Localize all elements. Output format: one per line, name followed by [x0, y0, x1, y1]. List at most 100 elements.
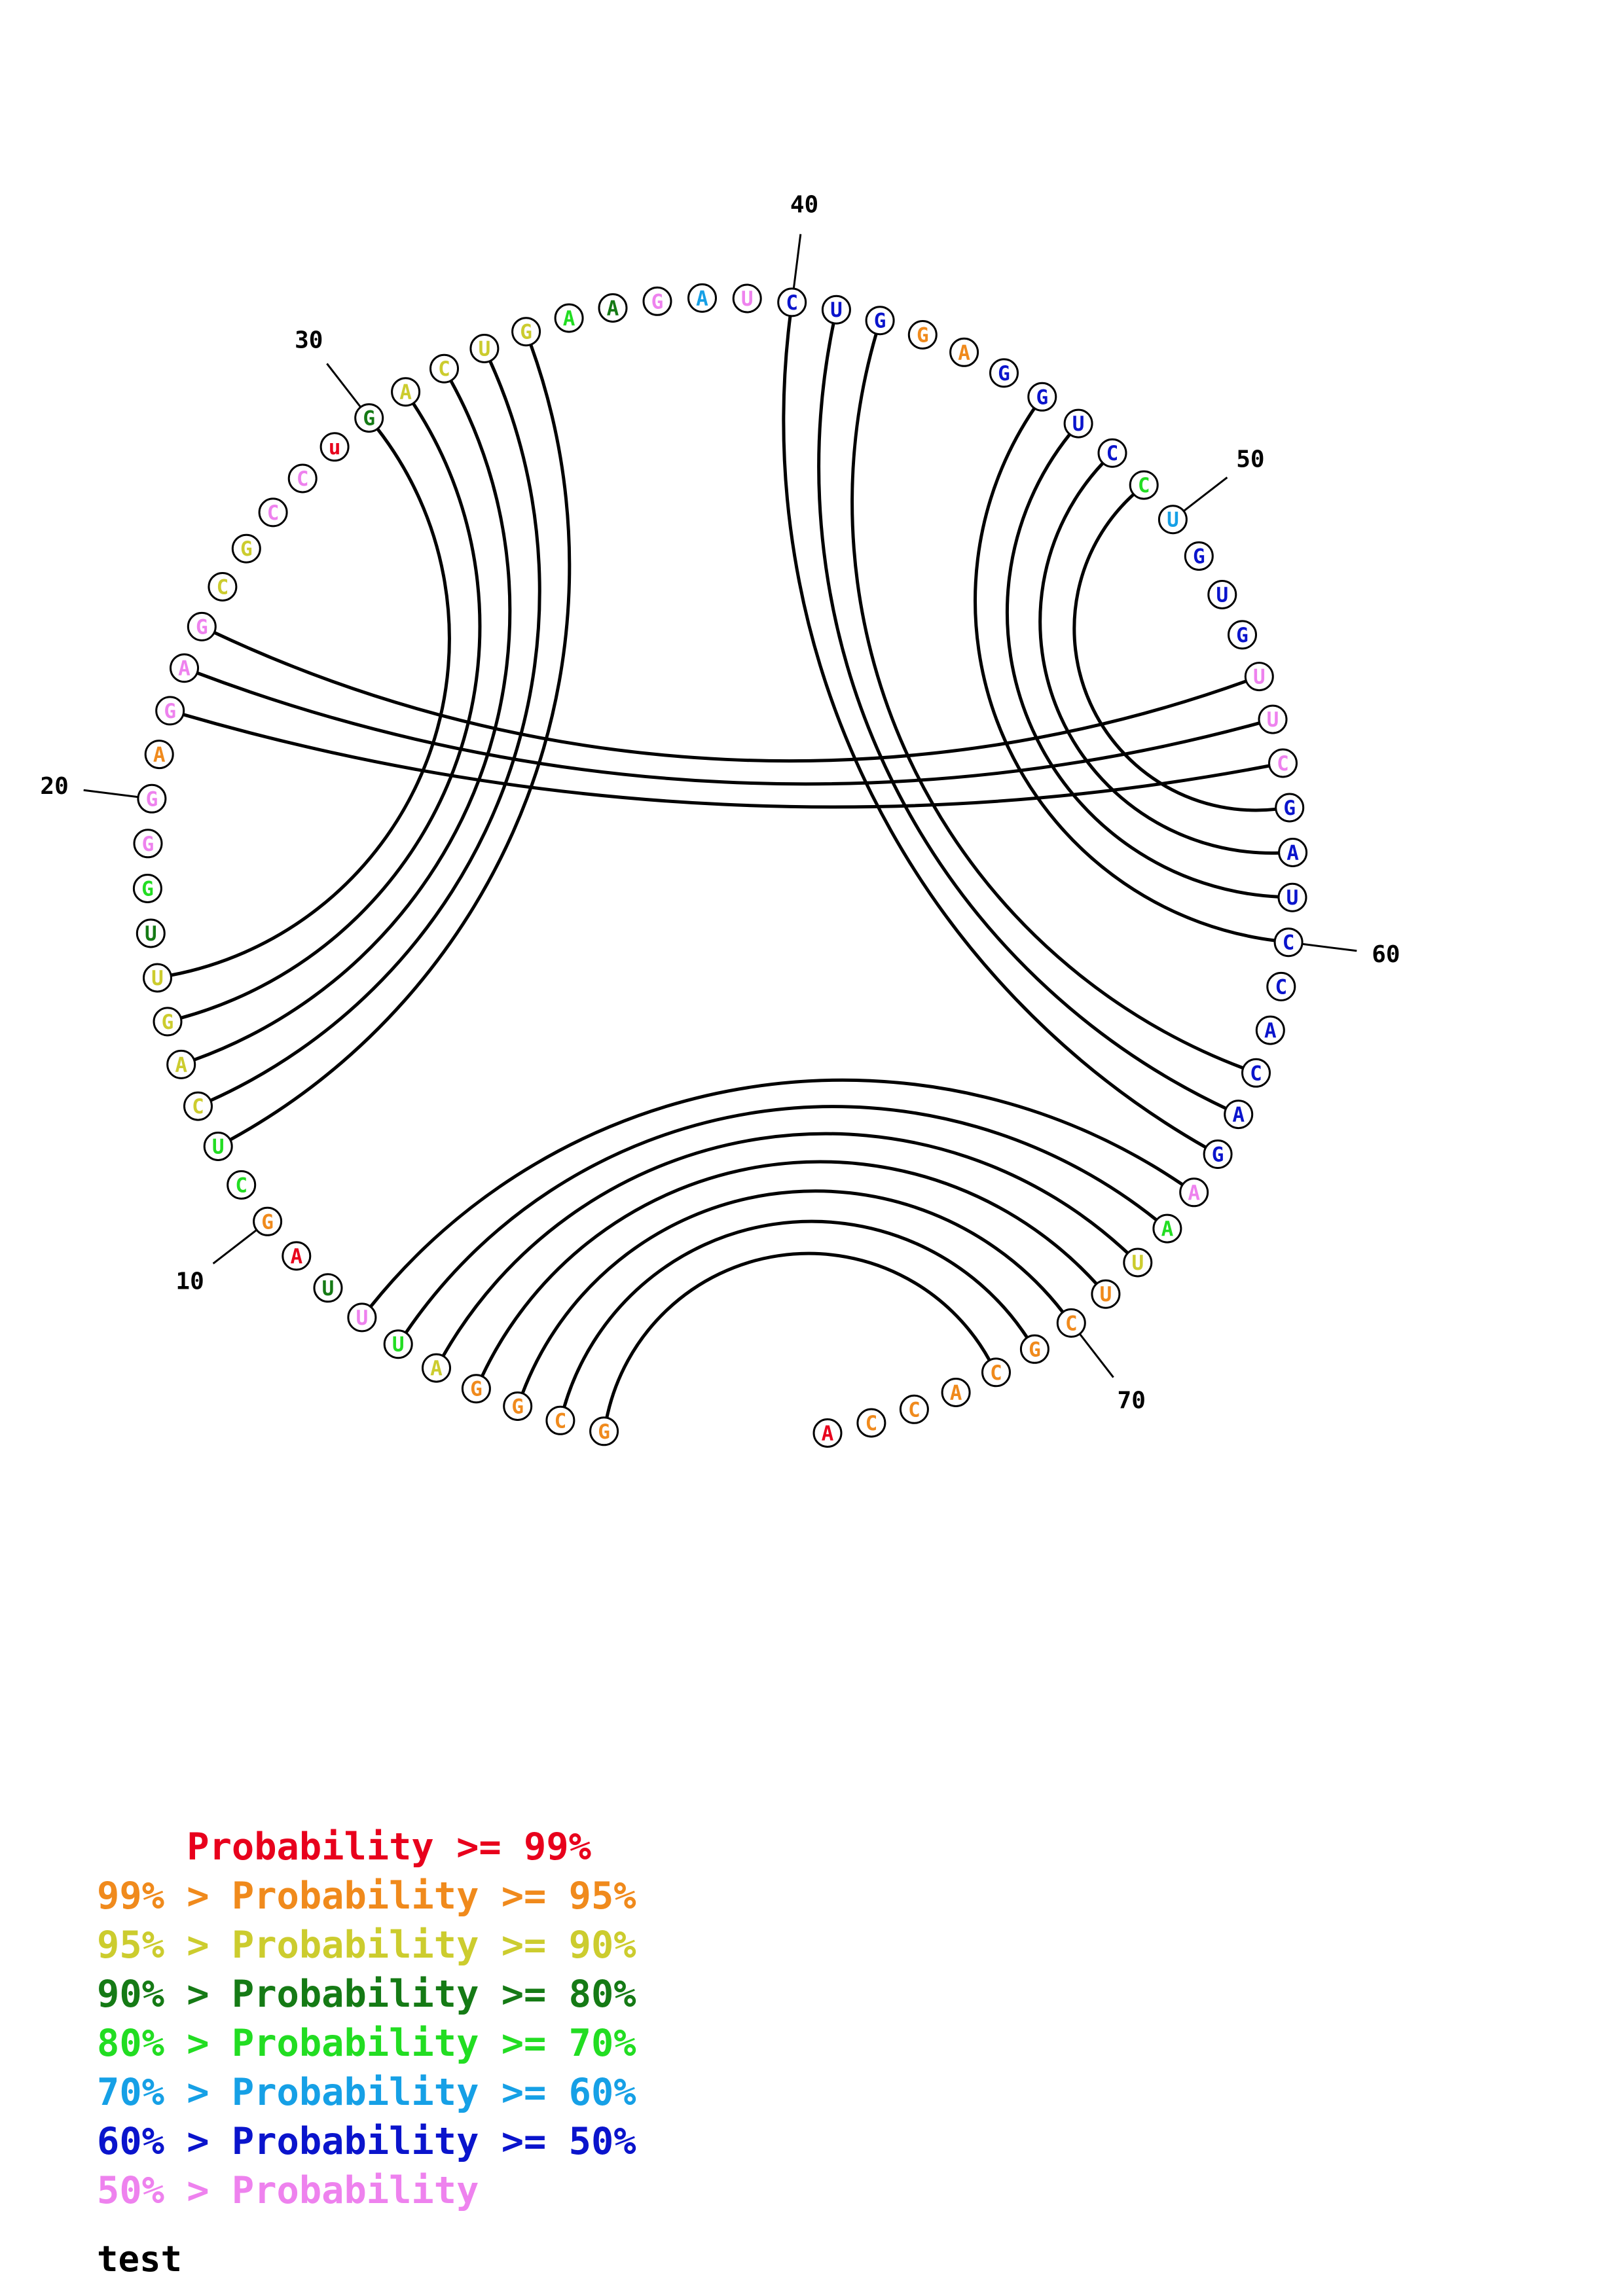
tick-line-10	[212, 1229, 257, 1265]
nucleotide-17: U	[136, 918, 166, 948]
nucleotide-letter-14: A	[175, 1053, 187, 1077]
legend-row-70: 80% > Probability >= 70%	[97, 2022, 636, 2065]
nucleotide-25: C	[208, 572, 238, 601]
base-pair-22-56	[183, 713, 1270, 809]
nucleotide-circle-46	[1027, 382, 1057, 412]
legend-row-50: 60% > Probability >= 50%	[97, 2120, 636, 2163]
nucleotide-letter-71: G	[1029, 1338, 1041, 1361]
nucleotide-letter-51: G	[1193, 545, 1205, 569]
nucleotide-letter-66: A	[1188, 1181, 1200, 1205]
tick-line-20	[83, 789, 139, 798]
nucleotide-letter-18: G	[141, 878, 154, 901]
nucleotide-letter-68: U	[1131, 1251, 1144, 1275]
nucleotide-24: G	[187, 611, 217, 641]
nucleotide-65: G	[1203, 1139, 1233, 1169]
nucleotide-letter-72: C	[990, 1361, 1002, 1385]
nucleotide-circle-72	[981, 1357, 1011, 1388]
nucleotide-letter-1: G	[598, 1420, 610, 1444]
legend-row-below-50: 50% > Probability	[97, 2169, 479, 2212]
tick-line-70	[1079, 1333, 1114, 1378]
nucleotide-letter-30: G	[363, 407, 375, 431]
nucleotide-circle-12	[203, 1132, 233, 1161]
nucleotide-circle-24	[187, 611, 217, 641]
nucleotide-3: G	[503, 1391, 533, 1421]
nucleotide-39: U	[732, 283, 762, 314]
nucleotide-letter-23: A	[178, 657, 191, 681]
nucleotide-circle-52	[1207, 580, 1237, 609]
base-pair-23-55	[196, 671, 1260, 786]
nucleotide-circle-49	[1129, 470, 1159, 500]
nucleotide-letter-59: U	[1286, 886, 1299, 910]
nucleotide-circle-19	[133, 829, 163, 859]
nucleotide-circle-58	[1278, 838, 1308, 867]
nucleotide-circle-67	[1152, 1213, 1182, 1244]
nucleotide-circle-64	[1224, 1100, 1254, 1130]
base-pair-46-60	[974, 407, 1275, 942]
nucleotide-letter-58: A	[1286, 842, 1299, 865]
nucleotide-letter-70: C	[1065, 1312, 1078, 1335]
tick-label-50: 50	[1236, 446, 1264, 473]
nucleotide-circle-38	[687, 283, 717, 313]
nucleotide-letter-61: C	[1275, 975, 1287, 999]
nucleotide-letter-17: U	[145, 922, 157, 946]
nucleotide-1: G	[589, 1416, 619, 1446]
base-pair-13-33	[210, 360, 541, 1102]
base-pair-1-72	[605, 1251, 991, 1418]
nucleotide-circle-54	[1244, 662, 1274, 692]
nucleotide-letter-62: A	[1264, 1019, 1277, 1043]
nucleotide-letter-6: U	[392, 1333, 405, 1357]
nucleotide-circle-30	[354, 403, 384, 433]
nucleotide-51: G	[1184, 541, 1214, 571]
tick-label-40: 40	[790, 192, 818, 219]
base-pair-4-69	[481, 1160, 1098, 1377]
nucleotide-14: A	[166, 1049, 196, 1079]
tick-line-60	[1302, 942, 1357, 952]
nucleotide-57: G	[1275, 793, 1305, 823]
nucleotide-circle-18	[132, 874, 162, 903]
nucleotide-circle-57	[1275, 793, 1305, 823]
nucleotide-letter-39: U	[741, 287, 754, 311]
nucleotide-circle-61	[1266, 971, 1296, 1001]
nucleotide-circle-48	[1097, 438, 1127, 468]
nucleotide-letter-41: U	[830, 298, 843, 322]
legend-row-80: 90% > Probability >= 80%	[97, 1973, 636, 2016]
base-pair-3-70	[520, 1189, 1065, 1394]
nucleotide-71: G	[1019, 1334, 1049, 1364]
nucleotide-28: C	[287, 463, 318, 493]
tick-label-70: 70	[1118, 1387, 1146, 1414]
nucleotide-18: G	[132, 874, 162, 903]
tick-label-30: 30	[295, 327, 323, 354]
nucleotide-circle-66	[1179, 1177, 1209, 1208]
nucleotide-32: C	[429, 353, 459, 384]
caption-label: test	[97, 2238, 183, 2280]
nucleotide-letter-53: G	[1236, 624, 1249, 647]
nucleotide-5: A	[422, 1353, 451, 1383]
tick-label-10: 10	[175, 1268, 204, 1295]
nucleotide-54: U	[1244, 662, 1274, 692]
legend-row-99: Probability >= 99%	[97, 1825, 591, 1869]
nucleotide-8: U	[313, 1273, 343, 1303]
nucleotide-62: A	[1255, 1015, 1285, 1045]
legend-row-90: 95% > Probability >= 90%	[97, 1924, 636, 1967]
nucleotide-circle-2	[545, 1405, 575, 1435]
nucleotide-letter-28: C	[297, 467, 309, 491]
nucleotide-letter-12: U	[212, 1136, 225, 1159]
base-pair-6-67	[404, 1105, 1158, 1334]
nucleotide-letter-67: A	[1161, 1217, 1174, 1241]
nucleotide-letter-9: A	[290, 1245, 302, 1268]
nucleotide-11: C	[227, 1170, 257, 1200]
nucleotide-41: U	[821, 295, 851, 325]
nucleotide-circle-26	[231, 533, 261, 564]
nucleotide-letter-54: U	[1253, 666, 1266, 689]
nucleotide-circle-69	[1091, 1279, 1121, 1309]
nucleotide-27: C	[258, 497, 288, 528]
nucleotide-letter-36: A	[607, 297, 619, 321]
base-pair-41-64	[817, 323, 1227, 1110]
nucleotide-letter-21: A	[153, 744, 166, 767]
nucleotide-letter-2: C	[555, 1409, 567, 1433]
nucleotide-letter-26: G	[240, 537, 253, 561]
nucleotide-26: G	[231, 533, 261, 564]
nucleotide-circle-25	[208, 572, 238, 601]
nucleotide-letter-35: A	[563, 307, 575, 331]
base-pair-7-66	[369, 1078, 1184, 1308]
